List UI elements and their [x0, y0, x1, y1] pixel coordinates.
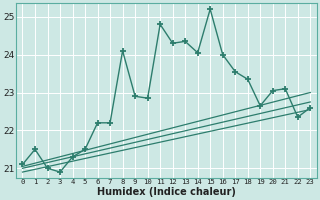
X-axis label: Humidex (Indice chaleur): Humidex (Indice chaleur) — [97, 187, 236, 197]
